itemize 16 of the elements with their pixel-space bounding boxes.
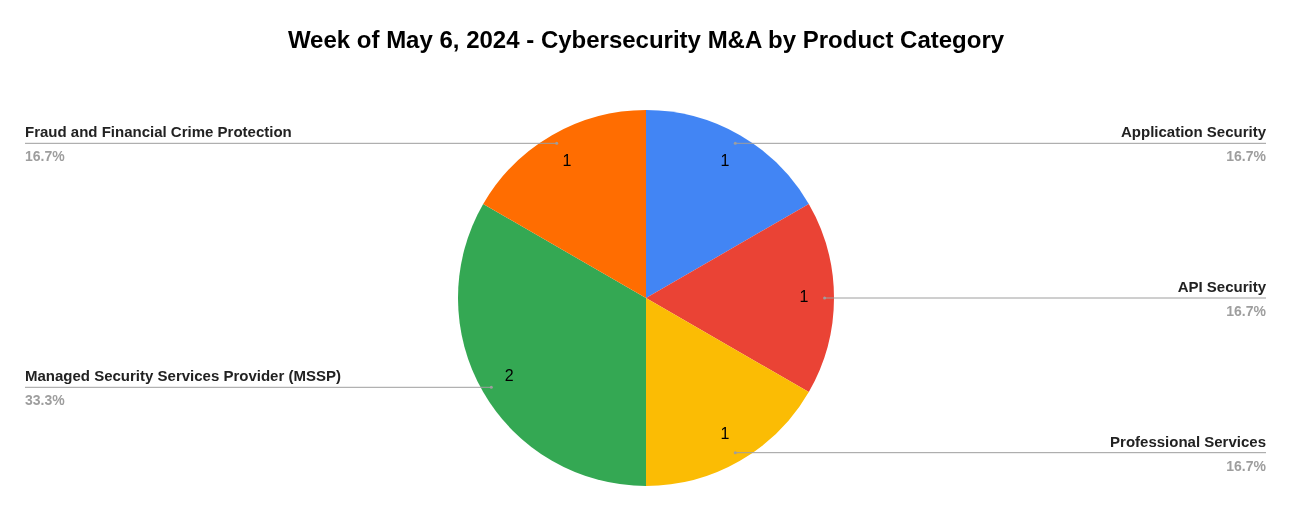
slice-label: API Security [1177, 278, 1267, 295]
text: 16.7% [1226, 303, 1266, 319]
text: 16.7% [1226, 457, 1266, 474]
slice-label: Fraud and Financial Crime Protection [25, 123, 292, 141]
chart-title: Week of May 6, 2024 - Cybersecurity M&A by Product Category [286, 26, 1006, 54]
data-label: 1 [562, 151, 572, 169]
slice-label: Application Security [1120, 123, 1267, 141]
data-label: 2 [504, 367, 514, 385]
text: 16.7% [1226, 148, 1266, 165]
data-label: 1 [720, 151, 730, 169]
text: 33.3% [25, 392, 65, 409]
data-label: 1 [720, 425, 730, 443]
slice-label: Managed Security Services Provider (MSSP) [25, 367, 341, 385]
data-label: 1 [799, 288, 809, 306]
text: 16.7% [25, 148, 65, 165]
slice-label: Professional Services [1110, 432, 1266, 450]
